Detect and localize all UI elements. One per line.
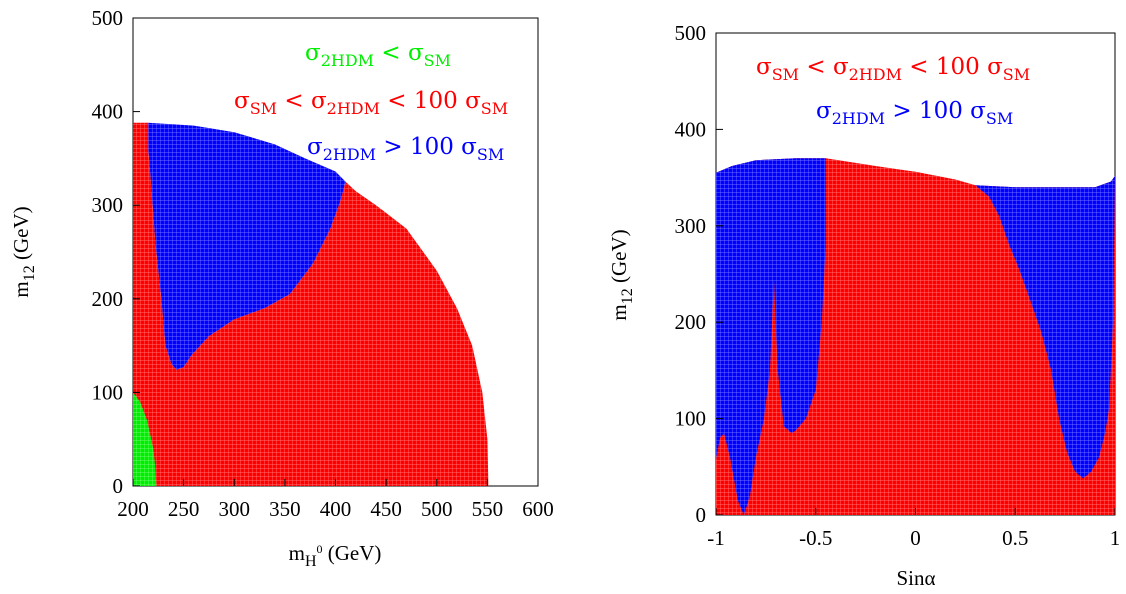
- right-chart: -1 -0.5 0 0.5 1 0 100 200 300 400 500 σSM < σ2HDM …: [607, 21, 1120, 590]
- left-x-tick-label: 450: [370, 497, 402, 521]
- left-region-texture-1: [133, 122, 489, 487]
- right-x-tick-label: 0.5: [1002, 526, 1028, 550]
- left-y-tick-label: 200: [92, 287, 124, 311]
- left-y-tick-label: 300: [92, 193, 124, 217]
- left-chart: 200 250 300 350 400 450 500 550 600 0 100 200 300 400…: [9, 6, 554, 570]
- left-x-tick-label: 500: [421, 497, 453, 521]
- left-region-texture-0: [148, 122, 346, 370]
- left-legend-2: σSM < σ2HDM < 100 σSM: [234, 88, 508, 118]
- left-y-tick-label: 500: [92, 6, 124, 30]
- right-legend-1: σSM < σ2HDM < 100 σSM: [756, 54, 1030, 84]
- left-x-tick-label: 400: [320, 497, 352, 521]
- left-x-axis-title: mH0 (GeV): [289, 541, 382, 570]
- left-x-tick-label: 300: [219, 497, 251, 521]
- left-x-tick-label: 550: [472, 497, 504, 521]
- right-y-axis-title: m12 (GeV): [607, 229, 636, 320]
- right-y-tick-label: 100: [675, 407, 707, 431]
- right-x-tick-label: -1: [707, 526, 725, 550]
- left-x-tick-label: 200: [117, 497, 149, 521]
- right-y-tick-label: 500: [675, 21, 707, 45]
- right-region-texture-2: [975, 175, 1115, 479]
- left-legend-1: σ2HDM < σSM: [305, 40, 451, 70]
- right-x-tick-label: -0.5: [799, 526, 832, 550]
- right-region-texture-1: [716, 158, 826, 516]
- left-y-tick-label: 400: [92, 100, 124, 124]
- right-legend-2: σ2HDM > 100 σSM: [816, 98, 1013, 128]
- right-x-tick-label: 1: [1110, 526, 1121, 550]
- left-x-tick-label: 350: [269, 497, 301, 521]
- right-y-tick-label: 300: [675, 214, 707, 238]
- right-y-tick-label: 200: [675, 310, 707, 334]
- left-y-tick-label: 0: [113, 474, 124, 498]
- right-y-tick-label: 400: [675, 117, 707, 141]
- left-region-texture-2: [133, 392, 157, 486]
- right-x-axis-title: Sinα: [896, 566, 935, 590]
- left-legend-3: σ2HDM > 100 σSM: [307, 134, 504, 164]
- left-x-tick-label: 250: [168, 497, 200, 521]
- right-y-tick-label: 0: [696, 503, 707, 527]
- left-y-axis-title: m12 (GeV): [9, 206, 38, 297]
- right-x-tick-label: 0: [910, 526, 921, 550]
- left-x-tick-label: 600: [522, 497, 554, 521]
- left-y-tick-label: 100: [92, 380, 124, 404]
